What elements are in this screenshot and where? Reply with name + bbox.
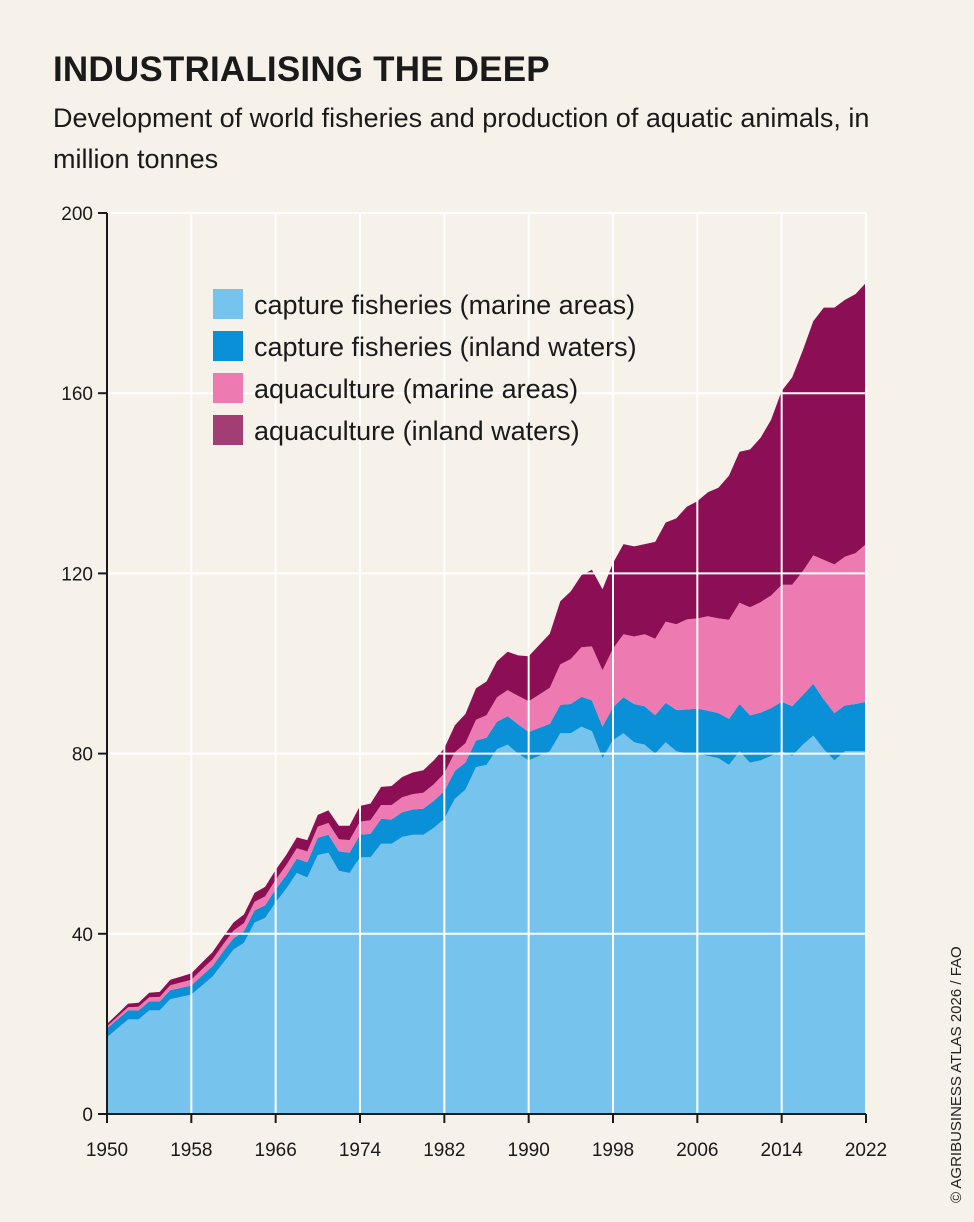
area-series-3 xyxy=(107,544,866,1029)
page-subtitle: Development of world fisheries and produ… xyxy=(53,103,870,174)
x-tick-label: 2022 xyxy=(845,1140,887,1161)
y-tick-label: 0 xyxy=(82,1105,93,1126)
y-tick-label: 160 xyxy=(61,384,93,405)
area-series-1 xyxy=(107,726,866,1114)
legend-swatch-3 xyxy=(213,373,243,403)
legend-label-4: aquaculture (inland waters) xyxy=(254,416,580,446)
x-tick-label: 1950 xyxy=(86,1140,128,1161)
axes: 0 40 80 120 160 200 1950 1958 1966 1974 1982 1990 19… xyxy=(61,204,887,1161)
x-tick-label: 1982 xyxy=(423,1140,465,1161)
y-tick-label: 80 xyxy=(72,745,93,766)
area-series-4 xyxy=(107,282,866,1027)
x-tick-label: 1974 xyxy=(339,1140,382,1161)
legend-swatch-2 xyxy=(213,331,243,361)
legend-swatch-1 xyxy=(213,289,243,319)
legend-label-3: aquaculture (marine areas) xyxy=(254,374,578,404)
y-tick-label: 40 xyxy=(72,925,93,946)
legend-label-1: capture fisheries (marine areas) xyxy=(254,290,635,320)
source-credit: © AGRIBUSINESS ATLAS 2026 / FAO xyxy=(948,946,965,1203)
x-tick-label: 1958 xyxy=(170,1140,212,1161)
x-tick-label: 2006 xyxy=(676,1140,718,1161)
page-title: INDUSTRIALISING THE DEEP xyxy=(53,50,550,89)
legend-swatch-4 xyxy=(213,415,243,445)
area-layers xyxy=(107,282,866,1114)
x-tick-label: 1990 xyxy=(508,1140,550,1161)
x-tick-label: 2014 xyxy=(761,1140,804,1161)
legend-label-2: capture fisheries (inland waters) xyxy=(254,332,637,362)
chart-legend: capture fisheries (marine areas) capture … xyxy=(213,289,637,446)
y-tick-label: 200 xyxy=(61,204,93,225)
x-tick-label: 1998 xyxy=(592,1140,634,1161)
x-tick-label: 1966 xyxy=(255,1140,297,1161)
y-tick-label: 120 xyxy=(61,564,93,585)
